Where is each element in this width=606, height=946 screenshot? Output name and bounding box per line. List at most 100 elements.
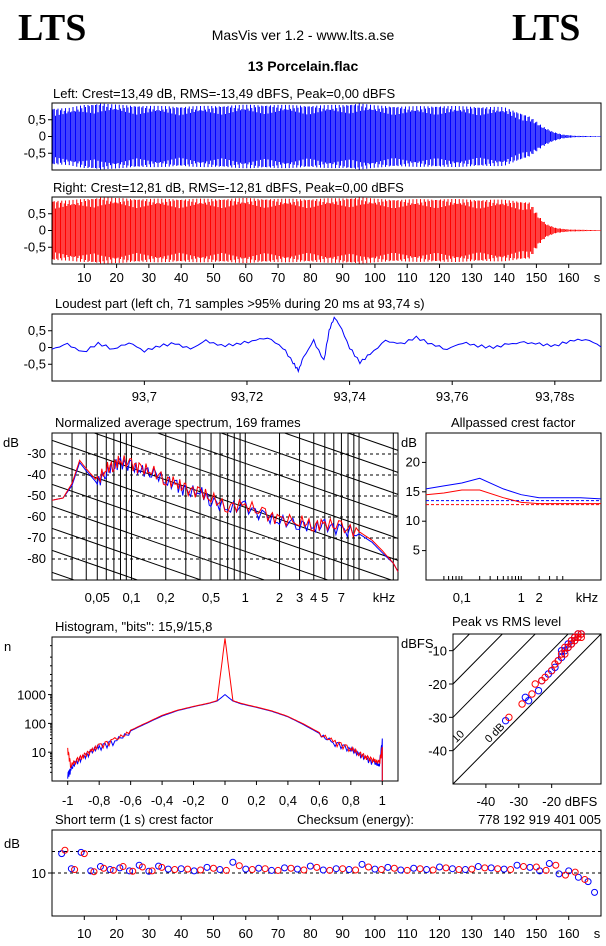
short-term-crest-point-left bbox=[155, 862, 163, 870]
short-term-crest-xtick-label: 130 bbox=[461, 926, 483, 941]
waveform-left-trace bbox=[52, 103, 601, 170]
short-term-crest-point-left bbox=[268, 866, 276, 874]
peak-vs-rms-point-right bbox=[577, 630, 585, 638]
allpassed-crest-xunit: kHz bbox=[576, 590, 598, 605]
short-term-crest-point-left bbox=[229, 858, 237, 866]
peak-vs-rms-frame bbox=[452, 633, 602, 785]
histogram-xtick-label: 0,2 bbox=[247, 793, 265, 808]
short-term-crest-point-right bbox=[61, 846, 69, 854]
peak-vs-rms-xtick-label: -40 bbox=[476, 794, 495, 809]
allpassed-crest-ytick-label: 20 bbox=[406, 454, 420, 469]
short-term-crest-point-right bbox=[542, 866, 550, 874]
short-term-crest-xtick-label: 50 bbox=[206, 926, 220, 941]
histogram-xtick-label: -0,4 bbox=[151, 793, 173, 808]
short-term-crest-point-right bbox=[261, 865, 269, 873]
short-term-crest-point-right bbox=[468, 865, 476, 873]
peak-vs-rms-crest-line bbox=[453, 634, 536, 718]
short-term-crest-point-right bbox=[71, 866, 79, 874]
logo-left: LTS bbox=[18, 7, 87, 49]
app-title: MasVis ver 1.2 - www.lts.a.se bbox=[211, 27, 395, 43]
peak-vs-rms-point-left bbox=[524, 696, 533, 705]
short-term-crest-point-left bbox=[190, 867, 198, 875]
spectrum-slope-grid bbox=[92, 433, 398, 539]
histogram-xtick-label: 1 bbox=[379, 793, 386, 808]
allpassed-crest-series-right bbox=[425, 489, 601, 505]
short-term-crest-xtick-label: 150 bbox=[526, 926, 548, 941]
waveform-right-xtick-label: 110 bbox=[397, 270, 418, 285]
short-term-crest-point-left bbox=[164, 865, 172, 873]
peak-vs-rms-point-right bbox=[518, 700, 526, 708]
short-term-crest-title: Short term (1 s) crest factor bbox=[55, 812, 214, 827]
waveform-left-ytick-label: 0 bbox=[39, 129, 46, 144]
short-term-crest-point-right bbox=[390, 864, 398, 872]
short-term-crest-point-right bbox=[100, 864, 108, 872]
peak-vs-rms-xtick-label: -30 bbox=[509, 794, 528, 809]
waveform-right-xtick-label: 70 bbox=[271, 270, 285, 285]
spectrum-xtick-label: 3 bbox=[296, 590, 303, 605]
spectrum-frame bbox=[51, 432, 399, 581]
short-term-crest-point-left bbox=[436, 863, 444, 871]
histogram-xtick-label: 0,4 bbox=[279, 793, 297, 808]
short-term-crest-point-right bbox=[274, 866, 282, 874]
short-term-crest-point-right bbox=[429, 866, 437, 874]
loudest-part-xtick-label: 93,76 bbox=[436, 389, 469, 404]
spectrum-ytick-label: -50 bbox=[27, 488, 46, 503]
short-term-crest-ylabel: dB bbox=[4, 836, 20, 851]
allpassed-crest-ytick-label: 15 bbox=[406, 484, 420, 499]
short-term-crest-point-left bbox=[591, 888, 599, 896]
allpassed-crest-series-left bbox=[425, 477, 602, 500]
short-term-crest-point-left bbox=[126, 867, 134, 875]
short-term-crest-point-right bbox=[158, 863, 166, 871]
spectrum-ytick-label: -40 bbox=[27, 467, 46, 482]
spectrum-series-right bbox=[51, 455, 399, 572]
spectrum-slope-grid bbox=[219, 433, 398, 495]
short-term-crest-point-left bbox=[255, 864, 263, 872]
histogram-ylabel: n bbox=[4, 639, 11, 654]
waveform-right-xtick-label: 10 bbox=[77, 270, 91, 285]
peak-vs-rms-point-right bbox=[561, 643, 569, 652]
spectrum-xtick-label: 0,1 bbox=[122, 590, 140, 605]
short-term-crest-point-right bbox=[109, 866, 117, 874]
short-term-crest-xunit: s bbox=[594, 926, 601, 941]
short-term-crest-point-left bbox=[293, 865, 301, 873]
spectrum-ytick-label: -80 bbox=[27, 551, 46, 566]
short-term-crest-point-right bbox=[455, 866, 463, 874]
peak-vs-rms-point-right bbox=[541, 673, 549, 682]
short-term-crest-point-left bbox=[203, 863, 211, 871]
short-term-crest-point-right bbox=[300, 866, 308, 874]
short-term-crest-point-left bbox=[474, 863, 482, 871]
short-term-crest-point-right bbox=[571, 868, 579, 876]
loudest-part-ytick-label: 0,5 bbox=[28, 323, 46, 338]
spectrum-slope-grid bbox=[52, 527, 203, 580]
spectrum-slope-grid bbox=[52, 308, 398, 428]
peak-vs-rms-crest-label: 30 bbox=[384, 728, 401, 745]
peak-vs-rms-point-right bbox=[528, 690, 536, 698]
short-term-crest-xtick-label: 140 bbox=[493, 926, 515, 941]
histogram-xtick-label: -0,8 bbox=[88, 793, 110, 808]
short-term-crest-point-right bbox=[197, 866, 205, 874]
peak-vs-rms-point-right bbox=[547, 666, 556, 675]
peak-vs-rms-ylabel: dBFS bbox=[401, 636, 434, 651]
short-term-crest-point-left bbox=[67, 865, 75, 873]
peak-vs-rms-title: Peak vs RMS level bbox=[452, 614, 561, 629]
waveform-right-xtick-label: 100 bbox=[364, 270, 386, 285]
short-term-crest-point-left bbox=[242, 865, 250, 873]
loudest-part-xtick-label: 93,7 bbox=[132, 389, 157, 404]
short-term-crest-point-right bbox=[581, 875, 589, 883]
short-term-crest-point-left bbox=[384, 863, 392, 871]
spectrum-ytick-label: -60 bbox=[27, 509, 46, 524]
short-term-crest-point-right bbox=[364, 863, 372, 871]
spectrum-slope-grid bbox=[52, 660, 398, 780]
allpassed-crest-ylabel: dB bbox=[401, 435, 417, 450]
short-term-crest-xtick-label: 30 bbox=[142, 926, 156, 941]
waveform-right-ytick-label: 0 bbox=[39, 223, 46, 238]
short-term-crest-point-right bbox=[80, 850, 88, 858]
spectrum-xunit: kHz bbox=[373, 590, 395, 605]
short-term-crest-point-left bbox=[526, 863, 534, 871]
histogram-xtick-label: 0,6 bbox=[310, 793, 328, 808]
short-term-crest-point-right bbox=[171, 866, 179, 874]
spectrum-xtick-label: 0,5 bbox=[202, 590, 220, 605]
peak-vs-rms-point-right bbox=[505, 713, 513, 722]
waveform-left-ytick-label: 0,5 bbox=[28, 112, 46, 127]
short-term-crest-point-left bbox=[319, 866, 327, 874]
